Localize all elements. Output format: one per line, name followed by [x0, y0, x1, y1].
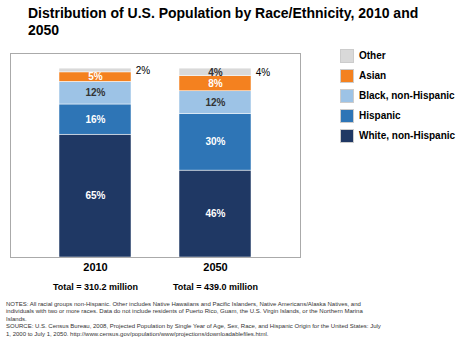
html-text:Black, non-Hispanic: Black, non-Hispanic — [359, 90, 455, 102]
html-text:Hispanic: Hispanic — [359, 110, 401, 122]
html-text:1, 2000 to July 1, 2050. http:: 1, 2000 to July 1, 2050. http://www.cens… — [6, 330, 269, 337]
html-text:individuals with two or more r: individuals with two or more races. Data… — [6, 308, 363, 315]
html-text:Asian: Asian — [359, 70, 387, 82]
svg-text:2%: 2% — [136, 64, 151, 75]
svg-text:Total = 310.2 million: Total = 310.2 million — [53, 282, 138, 292]
svg-text:12%: 12% — [205, 96, 225, 107]
html-text:White, non-Hispanic: White, non-Hispanic — [359, 130, 456, 142]
svg-text:4%: 4% — [256, 66, 271, 77]
html-text:SOURCE: U.S. Census Bureau, 20: SOURCE: U.S. Census Bureau, 2008, Projec… — [6, 323, 381, 330]
svg-text:65%: 65% — [85, 190, 105, 201]
html-text:Distribution of U.S. Populatio: Distribution of U.S. Population by Race/… — [28, 5, 419, 38]
html-text:Other: Other — [359, 50, 386, 62]
svg-text:5%: 5% — [88, 71, 103, 82]
svg-text:16%: 16% — [85, 113, 105, 124]
svg-text:2050: 2050 — [203, 261, 227, 273]
svg-text:30%: 30% — [205, 136, 225, 147]
html-text:NOTES: All racial groups non-H: NOTES: All racial groups non-Hispanic. O… — [6, 300, 361, 307]
svg-text:8%: 8% — [208, 78, 223, 89]
html-text:Islands.: Islands. — [6, 315, 27, 322]
svg-text:12%: 12% — [85, 87, 105, 98]
svg-text:2010: 2010 — [83, 261, 107, 273]
svg-text:4%: 4% — [208, 66, 223, 77]
svg-text:46%: 46% — [205, 208, 225, 219]
svg-text:Total = 439.0 million: Total = 439.0 million — [173, 282, 258, 292]
